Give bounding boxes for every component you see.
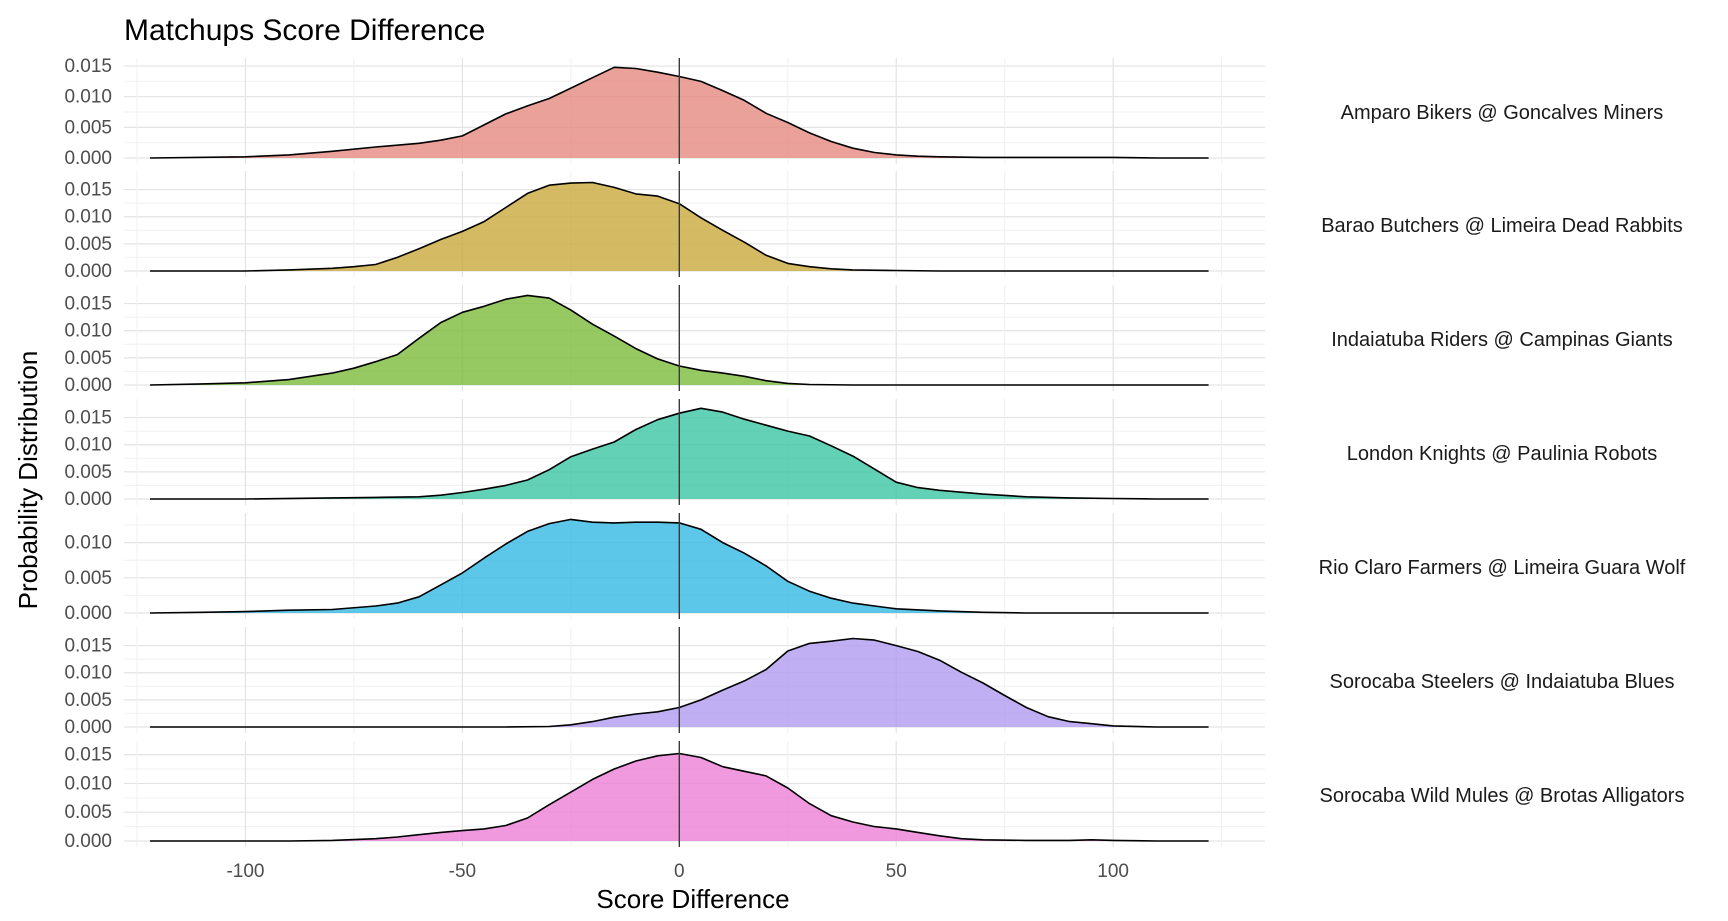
y-tick-label: 0.015 — [64, 745, 112, 766]
facet-label: London Knights @ Paulinia Robots — [1347, 443, 1658, 465]
panel: 0.000 0.005 0.010 0.015 Amparo Bikers @ Gonc… — [64, 56, 1663, 169]
y-tick-label: 0.005 — [64, 348, 112, 369]
density-outline — [150, 752, 1209, 842]
facet-label: Rio Claro Farmers @ Limeira Guara Wolf — [1319, 557, 1686, 579]
y-tick-label: 0.000 — [64, 603, 112, 624]
y-tick-label: 0.015 — [64, 636, 112, 657]
y-tick-label: 0.010 — [64, 207, 112, 228]
panel: 0.000 0.005 0.010 0.015 Indaiatuba Riders @ … — [64, 285, 1673, 396]
y-tick-label: 0.005 — [64, 462, 112, 483]
density-outline — [150, 407, 1209, 500]
x-tick-label: 0 — [674, 861, 685, 882]
panel: 0.000 0.005 0.010 0.015 Sorocaba Wild Mules … — [64, 741, 1684, 852]
x-tick-label: -50 — [449, 861, 476, 882]
facet-label: Amparo Bikers @ Goncalves Miners — [1341, 102, 1664, 124]
facet-label: Barao Butchers @ Limeira Dead Rabbits — [1321, 215, 1683, 237]
y-tick-label: 0.005 — [64, 690, 112, 711]
y-tick-label: 0.000 — [64, 831, 112, 852]
y-tick-label: 0.015 — [64, 56, 112, 77]
x-axis-title: Score Difference — [596, 884, 789, 914]
density-outline — [150, 181, 1209, 272]
panels-layer: 0.000 0.005 0.010 0.015 Amparo Bikers @ Gonc… — [64, 56, 1685, 852]
panel: 0.000 0.005 0.010 0.015 Barao Butchers @ Lim… — [64, 171, 1683, 282]
density-outline — [149, 518, 1209, 614]
y-tick-label: 0.000 — [64, 717, 112, 738]
density-area — [150, 295, 1209, 385]
y-tick-label: 0.015 — [64, 294, 112, 315]
y-tick-label: 0.000 — [64, 489, 112, 510]
facet-label: Indaiatuba Riders @ Campinas Giants — [1331, 329, 1673, 351]
y-tick-label: 0.015 — [64, 408, 112, 429]
density-outline — [149, 66, 1209, 159]
x-tick-label: 50 — [886, 861, 907, 882]
y-tick-label: 0.010 — [64, 533, 112, 554]
y-tick-label: 0.005 — [64, 568, 112, 589]
y-tick-label: 0.010 — [64, 87, 112, 108]
chart-title: Matchups Score Difference — [124, 14, 485, 47]
x-axis-ticks: -100 -50 0 50 100 — [226, 861, 1129, 882]
y-tick-label: 0.000 — [64, 375, 112, 396]
x-tick-label: 100 — [1097, 861, 1129, 882]
y-tick-label: 0.010 — [64, 435, 112, 456]
y-tick-label: 0.005 — [64, 234, 112, 255]
facet-label: Sorocaba Wild Mules @ Brotas Alligators — [1320, 785, 1685, 807]
panel: 0.000 0.005 0.010 Rio Claro Farmers @ Limei… — [64, 513, 1686, 624]
density-area — [150, 638, 1209, 727]
y-tick-label: 0.005 — [64, 802, 112, 823]
y-tick-label: 0.005 — [64, 117, 112, 138]
y-axis-title: Probability Distribution — [13, 351, 43, 610]
facet-label: Sorocaba Steelers @ Indaiatuba Blues — [1330, 671, 1675, 693]
x-tick-label: -100 — [226, 861, 264, 882]
y-tick-label: 0.000 — [64, 261, 112, 282]
panel: 0.000 0.005 0.010 0.015 Sorocaba Steelers @ … — [64, 627, 1674, 738]
y-tick-label: 0.010 — [64, 773, 112, 794]
density-outline — [149, 294, 1209, 386]
panel: 0.000 0.005 0.010 0.015 London Knights @ Pau… — [64, 399, 1657, 510]
density-outline — [150, 637, 1209, 728]
y-tick-label: 0.000 — [64, 148, 112, 169]
y-tick-label: 0.010 — [64, 663, 112, 684]
y-tick-label: 0.015 — [64, 180, 112, 201]
y-tick-label: 0.010 — [64, 321, 112, 342]
